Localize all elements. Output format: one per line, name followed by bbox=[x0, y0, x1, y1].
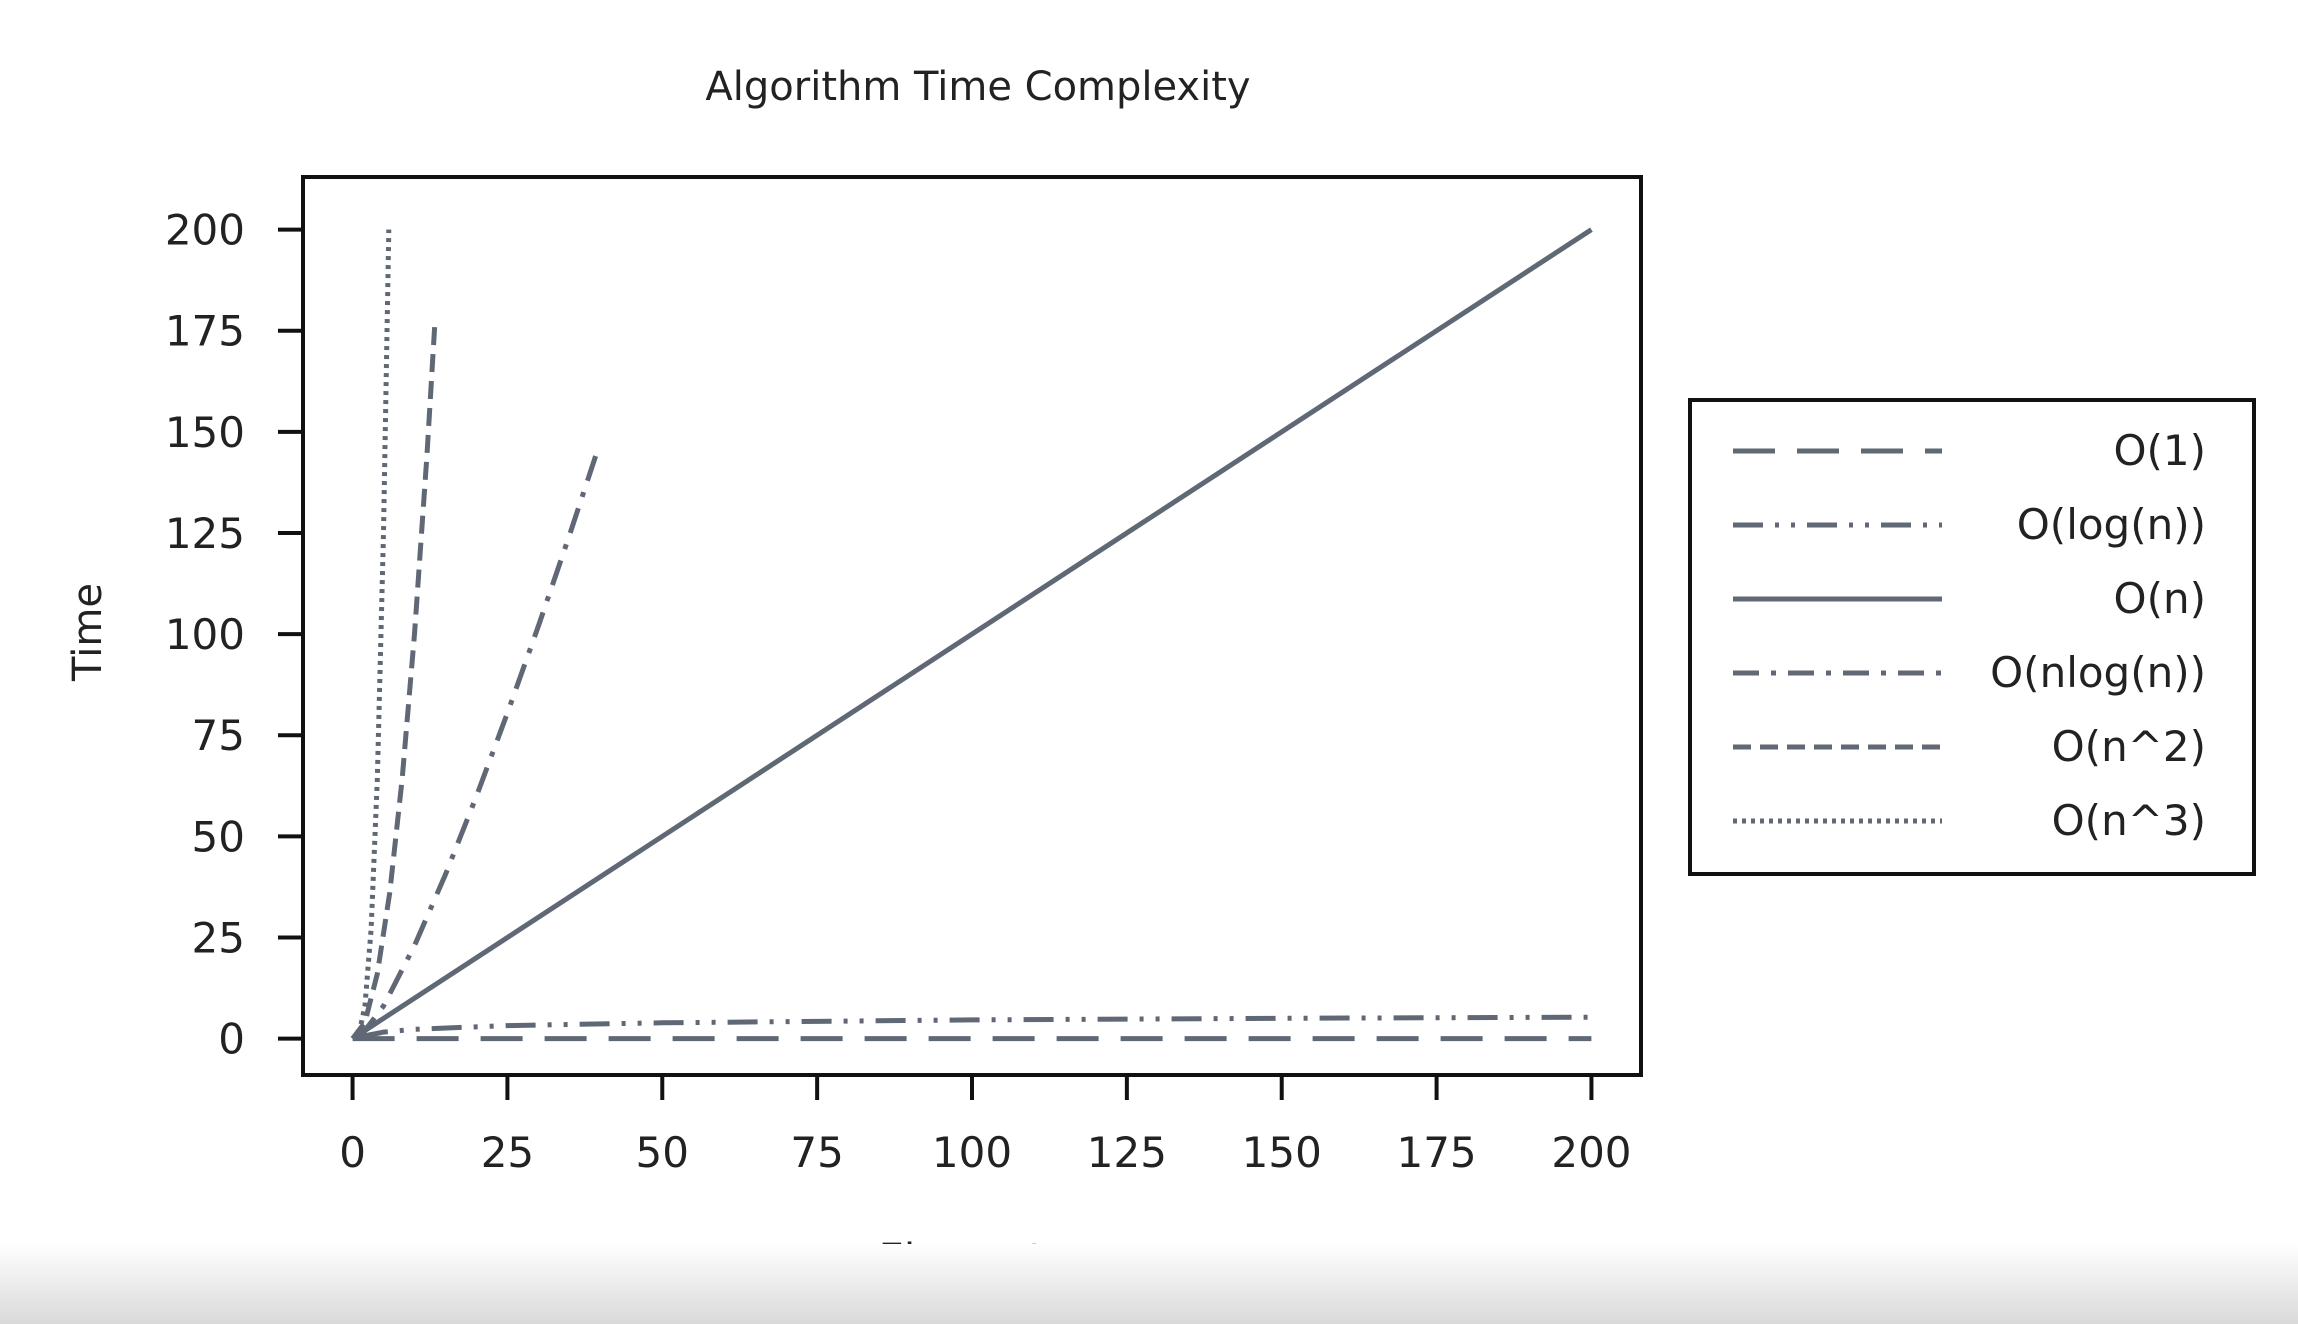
series-line-o-n-2 bbox=[350, 322, 438, 1041]
legend-label-o-1: O(1) bbox=[2113, 426, 2206, 475]
legend-items: O(1) O(log(n)) O(n) O(nlog(n)) O(n^2) O(n^3) bbox=[1733, 426, 2206, 845]
x-tick-label: 0 bbox=[339, 1128, 366, 1177]
y-axis: 0 25 50 75 100 125 150 175 200 bbox=[165, 206, 303, 1064]
bottom-fade bbox=[0, 1244, 2298, 1324]
y-tick-label: 175 bbox=[165, 307, 245, 356]
x-tick-label: 125 bbox=[1087, 1128, 1167, 1177]
x-tick-label: 25 bbox=[481, 1128, 534, 1177]
series-line-o-n-3 bbox=[351, 229, 392, 1041]
x-tick-label: 175 bbox=[1396, 1128, 1476, 1177]
y-tick-label: 75 bbox=[192, 711, 245, 760]
chart-title: Algorithm Time Complexity bbox=[705, 64, 1250, 110]
legend-box bbox=[1688, 398, 2256, 876]
y-tick-label: 150 bbox=[165, 408, 245, 457]
x-tick-label: 150 bbox=[1242, 1128, 1322, 1177]
x-tick-label: 75 bbox=[790, 1128, 843, 1177]
series-line-o-n bbox=[351, 227, 1593, 1041]
y-tick-label: 125 bbox=[165, 509, 245, 558]
legend-label-o-log-n: O(log(n)) bbox=[2017, 500, 2206, 549]
x-tick-label: 50 bbox=[636, 1128, 689, 1177]
plot-lines bbox=[350, 227, 1593, 1042]
series-line-o-log-n bbox=[357, 1014, 1592, 1041]
series-line-o-nlog-n bbox=[356, 454, 599, 1041]
y-tick-label: 50 bbox=[192, 812, 245, 861]
legend-label-o-n: O(n) bbox=[2114, 574, 2206, 623]
x-axis: 0 25 50 75 100 125 150 175 200 bbox=[339, 1075, 1632, 1177]
y-tick-label: 200 bbox=[165, 206, 245, 255]
y-tick-label: 25 bbox=[192, 913, 245, 962]
legend-label-o-n-3: O(n^3) bbox=[2052, 796, 2206, 845]
legend-label-o-nlog-n: O(nlog(n)) bbox=[1990, 648, 2206, 697]
x-tick-label: 200 bbox=[1551, 1128, 1631, 1177]
legend: O(1) O(log(n)) O(n) O(nlog(n)) O(n^2) O(n^3) bbox=[1688, 398, 2256, 876]
x-tick-label: 100 bbox=[932, 1128, 1012, 1177]
y-axis-label: Time bbox=[65, 583, 111, 682]
y-tick-label: 100 bbox=[165, 610, 245, 659]
y-tick-label: 0 bbox=[218, 1015, 245, 1064]
legend-label-o-n-2: O(n^2) bbox=[2052, 722, 2206, 771]
